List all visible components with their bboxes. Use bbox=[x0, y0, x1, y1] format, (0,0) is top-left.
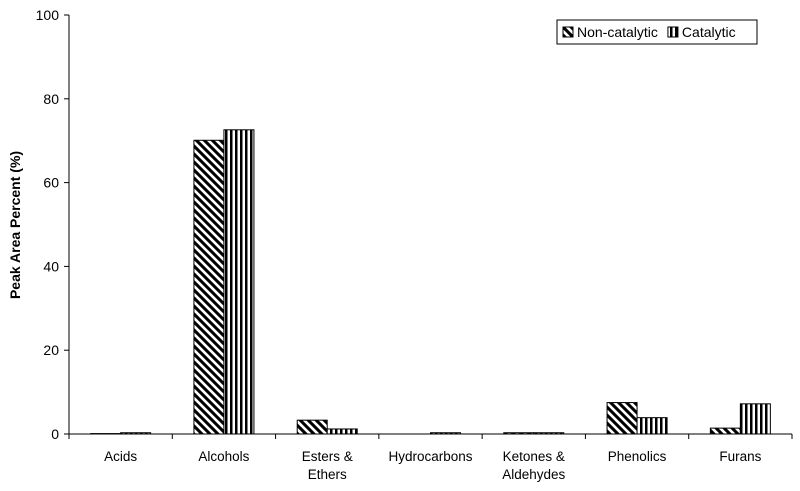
bar bbox=[709, 427, 741, 435]
y-tick-label: 100 bbox=[36, 7, 60, 23]
legend-swatch bbox=[667, 26, 679, 38]
y-tick-label: 0 bbox=[51, 426, 59, 442]
legend-label: Catalytic bbox=[682, 24, 736, 40]
bar bbox=[326, 428, 358, 435]
y-tick-label: 80 bbox=[43, 91, 59, 107]
legend-swatch bbox=[562, 26, 574, 38]
x-tick-label: Phenolics bbox=[607, 449, 667, 464]
bar bbox=[739, 403, 771, 435]
x-tick-label: Furans bbox=[719, 449, 762, 464]
bar bbox=[636, 417, 668, 435]
bar bbox=[606, 402, 638, 435]
x-tick-label: Acids bbox=[104, 449, 138, 464]
bar bbox=[223, 129, 255, 435]
y-axis-label: Peak Area Percent (%) bbox=[7, 151, 23, 299]
x-tick-label: Hydrocarbons bbox=[388, 449, 473, 464]
y-tick-label: 40 bbox=[43, 258, 59, 274]
x-tick-label: Esters & Ethers bbox=[301, 449, 353, 482]
y-tick-label: 20 bbox=[43, 342, 59, 358]
legend-label: Non-catalytic bbox=[577, 24, 658, 40]
legend-box bbox=[556, 19, 758, 45]
y-tick-label: 60 bbox=[43, 175, 59, 191]
x-tick-label: Ketones & Aldehydes bbox=[502, 449, 566, 482]
x-tick-label: Alcohols bbox=[198, 449, 250, 464]
bar bbox=[193, 139, 225, 435]
bar bbox=[296, 419, 328, 435]
